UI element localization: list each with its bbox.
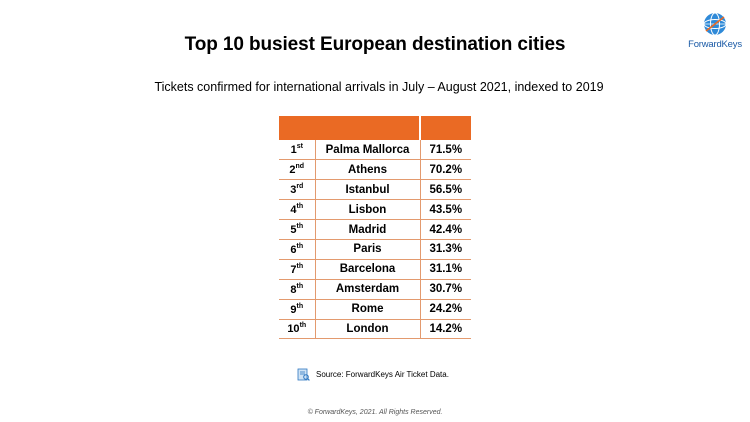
table-row: 9th Rome 24.2% (279, 299, 471, 320)
rank-number: 8 (290, 283, 297, 296)
city-cell: Paris (314, 239, 420, 260)
rank-suffix: th (296, 262, 304, 270)
index-value-cell: 30.7% (419, 279, 471, 300)
copyright-notice: © ForwardKeys, 2021. All Rights Reserved… (307, 409, 443, 416)
data-source-icon (297, 368, 310, 381)
rank-cell: 9th (279, 299, 315, 320)
rank-cell: 5th (279, 219, 315, 240)
rank-cell: 3rd (279, 179, 315, 201)
table-header-cell (419, 116, 471, 140)
logo-wordmark: ForwardKeys (688, 39, 742, 50)
table-row: 2nd Athens 70.2% (279, 159, 471, 181)
rank-number: 5 (290, 224, 297, 236)
rank-number: 10 (287, 323, 300, 336)
city-cell: Istanbul (314, 179, 420, 201)
city-cell: Lisbon (314, 199, 420, 221)
rank-number: 3 (290, 184, 297, 197)
rank-number: 4 (290, 204, 297, 217)
table-row: 10th London 14.2% (279, 319, 471, 340)
index-value-cell: 14.2% (419, 319, 471, 340)
rank-number: 1 (290, 144, 297, 157)
rank-number: 9 (290, 303, 297, 316)
rank-suffix: th (296, 203, 304, 211)
index-value-cell: 31.3% (419, 239, 471, 260)
ranking-table: 1st Palma Mallorca 71.5% 2nd Athens 70.2% 3rd I… (279, 116, 471, 340)
table-header-row (279, 116, 471, 140)
rank-suffix: th (296, 302, 304, 310)
index-value-cell: 56.5% (419, 179, 471, 201)
source-note: Source: ForwardKeys Air Ticket Data. (297, 367, 449, 381)
table-header-cell (279, 116, 420, 140)
city-cell: Athens (314, 159, 420, 181)
table-row: 7th Barcelona 31.1% (279, 259, 471, 280)
rank-suffix: nd (295, 163, 305, 171)
index-value-cell: 70.2% (419, 159, 471, 181)
rank-cell: 1st (279, 140, 315, 161)
city-cell: Palma Mallorca (314, 140, 420, 161)
city-cell: Barcelona (314, 259, 420, 280)
index-value-cell: 31.1% (419, 259, 471, 280)
rank-suffix: st (296, 143, 303, 151)
rank-suffix: rd (296, 183, 304, 191)
rank-cell: 7th (279, 259, 315, 280)
rank-number: 6 (290, 243, 297, 256)
table-row: 5th Madrid 42.4% (279, 219, 471, 240)
city-cell: London (314, 319, 420, 340)
rank-number: 7 (290, 263, 297, 276)
page-subtitle: Tickets confirmed for international arri… (154, 80, 604, 94)
rank-number: 2 (289, 164, 296, 177)
source-text: Source: ForwardKeys Air Ticket Data. (316, 369, 449, 379)
city-cell: Amsterdam (314, 279, 420, 300)
forwardkeys-logo: ForwardKeys (686, 12, 744, 56)
city-cell: Rome (314, 299, 420, 320)
index-value-cell: 43.5% (419, 199, 471, 221)
table-row: 1st Palma Mallorca 71.5% (279, 140, 471, 161)
page-title: Top 10 busiest European destination citi… (184, 34, 566, 55)
index-value-cell: 24.2% (419, 299, 471, 320)
rank-suffix: th (299, 322, 307, 330)
rank-suffix: th (296, 282, 304, 290)
index-value-cell: 71.5% (419, 140, 471, 161)
table-row: 4th Lisbon 43.5% (279, 199, 471, 221)
rank-cell: 10th (279, 319, 315, 340)
index-value-cell: 42.4% (419, 219, 471, 240)
table-row: 6th Paris 31.3% (279, 239, 471, 260)
table-row: 3rd Istanbul 56.5% (279, 179, 471, 201)
rank-cell: 6th (279, 239, 315, 260)
globe-icon (703, 12, 727, 36)
rank-cell: 4th (279, 199, 315, 221)
rank-cell: 2nd (279, 159, 315, 181)
city-cell: Madrid (314, 219, 420, 240)
rank-suffix: th (296, 242, 304, 250)
rank-suffix: th (296, 223, 304, 230)
table-row: 8th Amsterdam 30.7% (279, 279, 471, 300)
rank-cell: 8th (279, 279, 315, 300)
